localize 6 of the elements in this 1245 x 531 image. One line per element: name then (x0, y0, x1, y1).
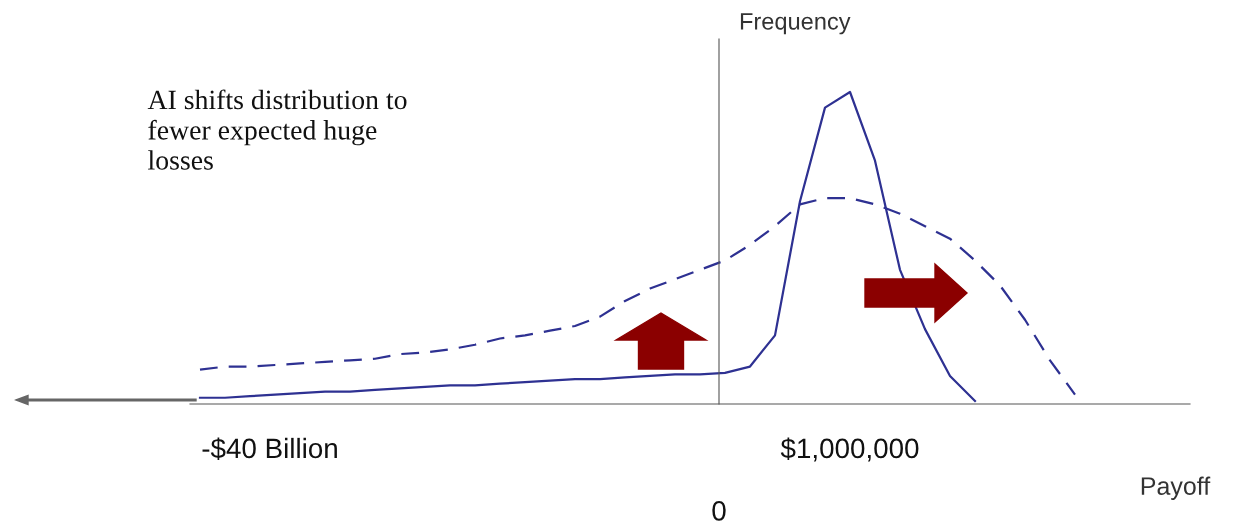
text: 0 (712, 500, 726, 521)
y-axis-title: Frequency (740, 13, 851, 35)
text: -$40 Billion (202, 437, 337, 460)
annotation: AI shifts distribution to fewer expected huge losses (147, 89, 407, 170)
text: $1,000,000 (780, 437, 919, 462)
x-axis-title: Payoff (1141, 476, 1211, 500)
